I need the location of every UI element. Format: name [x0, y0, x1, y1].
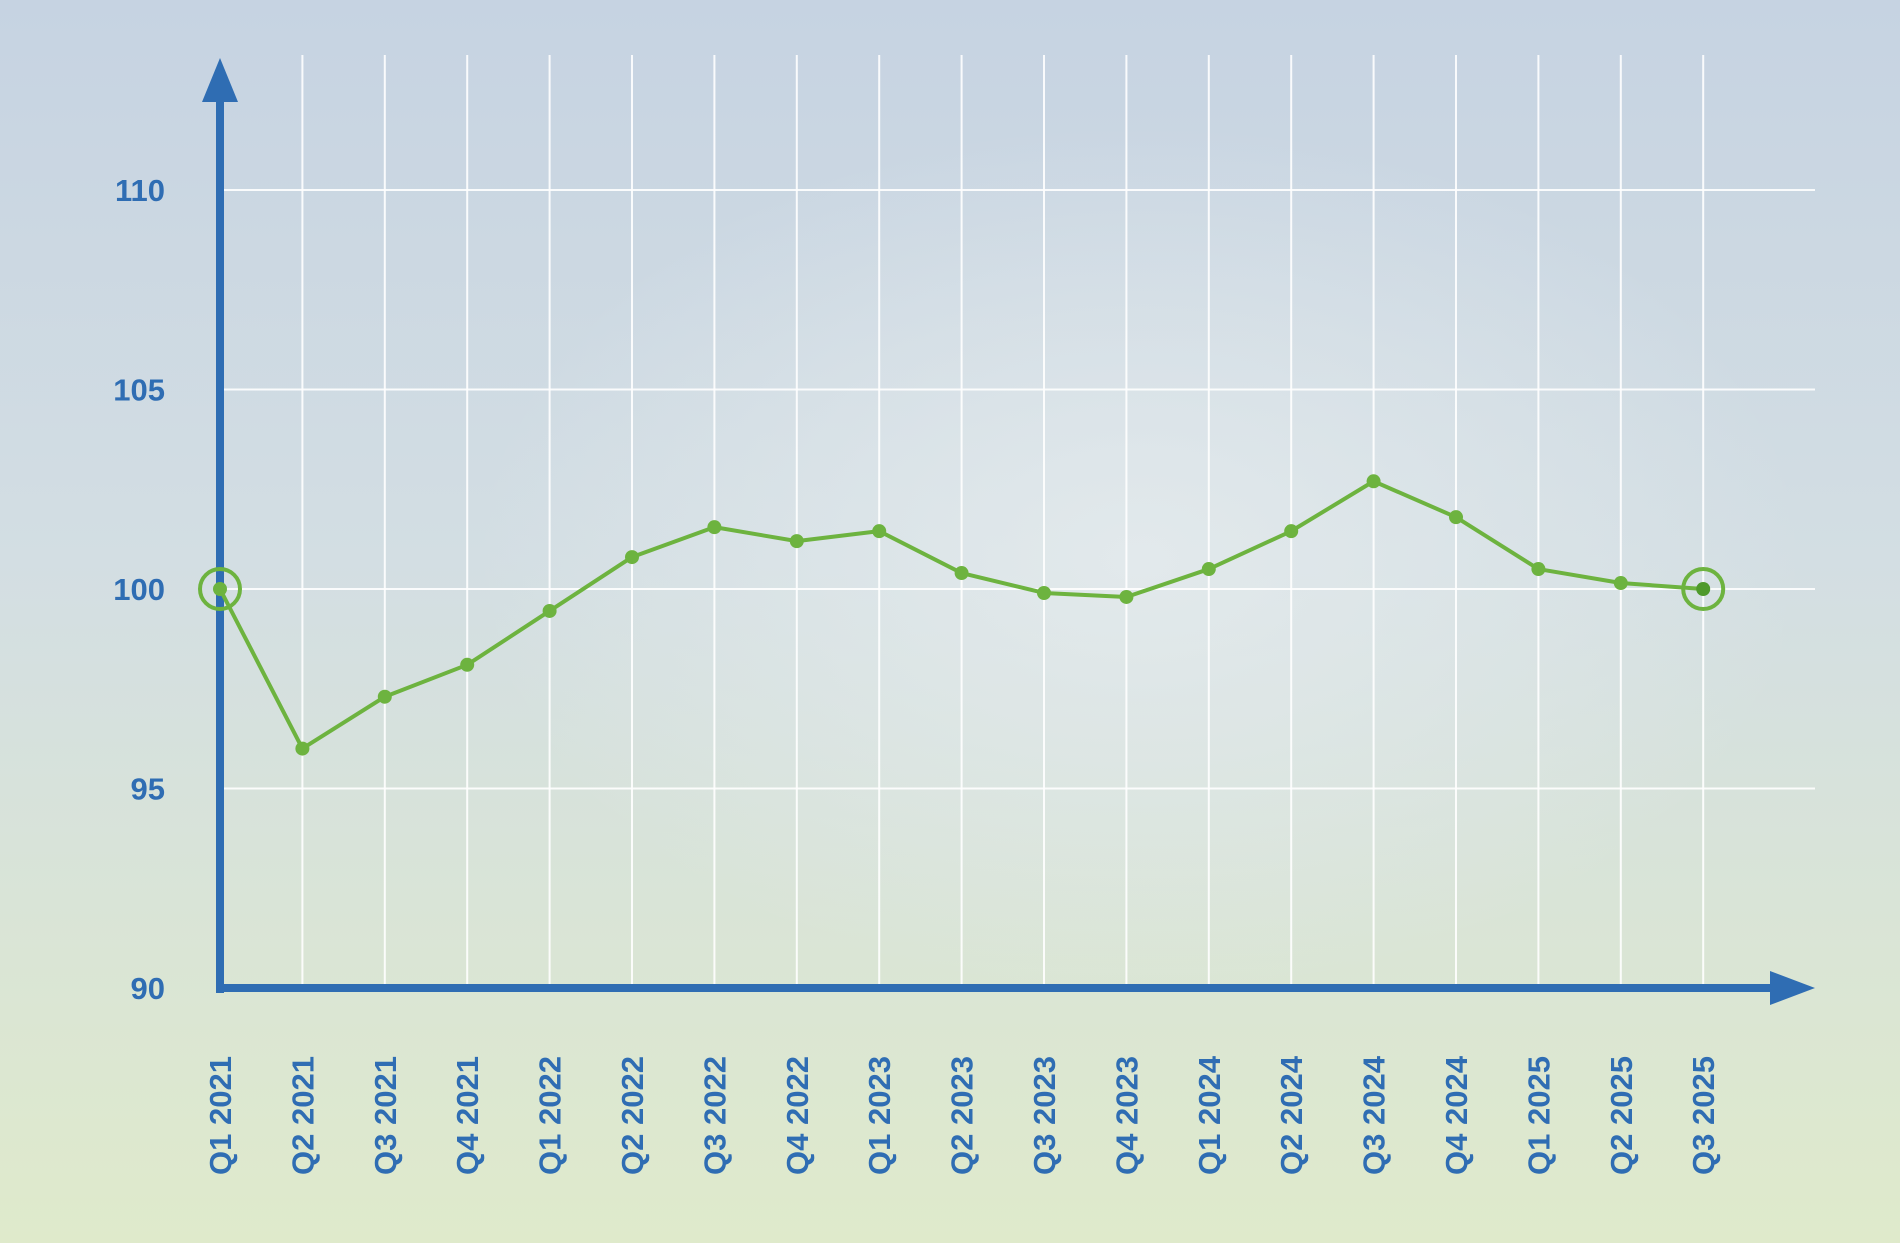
- x-tick-label: Q2 2023: [945, 1056, 980, 1175]
- axes: [202, 58, 1815, 1005]
- y-tick-label: 95: [131, 772, 165, 807]
- y-tick-label: 110: [115, 173, 165, 208]
- x-tick-label: Q3 2021: [368, 1056, 403, 1175]
- data-point: [1366, 474, 1381, 489]
- x-tick-label: Q3 2025: [1686, 1056, 1721, 1175]
- x-tick-label: Q2 2025: [1604, 1056, 1639, 1175]
- highlight-ring: [1681, 567, 1726, 611]
- data-point: [295, 741, 310, 756]
- x-tick-label: Q3 2023: [1027, 1056, 1062, 1175]
- x-tick-label: Q2 2024: [1274, 1055, 1309, 1175]
- x-tick-label: Q1 2022: [533, 1056, 568, 1175]
- x-tick-label: Q4 2023: [1109, 1056, 1144, 1175]
- x-tick-label: Q4 2021: [450, 1056, 485, 1175]
- data-point: [1531, 562, 1546, 577]
- y-tick-label: 105: [113, 373, 165, 408]
- x-tick-label: Q1 2025: [1521, 1056, 1556, 1175]
- data-point: [1696, 582, 1711, 596]
- x-tick-labels: Q1 2021 Q2 2021 Q3 2021 Q4 2021 Q1 2022 Q2 20…: [203, 1055, 1721, 1175]
- data-point: [789, 534, 804, 549]
- x-tick-label: Q1 2023: [862, 1056, 897, 1175]
- highlight-ring: [198, 567, 242, 611]
- y-tick-label: 100: [113, 572, 165, 607]
- x-tick-label: Q1 2024: [1192, 1055, 1227, 1175]
- data-point: [1449, 510, 1463, 525]
- y-tick-labels: 90 95 100 105 110: [113, 173, 165, 1006]
- x-tick-label: Q3 2022: [697, 1056, 732, 1175]
- grid: [220, 55, 1815, 988]
- x-axis-arrow: [1770, 971, 1815, 1005]
- data-point: [872, 524, 887, 539]
- x-tick-label: Q2 2021: [285, 1056, 320, 1175]
- data-point: [954, 566, 969, 581]
- y-axis-arrow: [202, 58, 238, 102]
- data-point: [1119, 589, 1134, 604]
- x-tick-label: Q4 2022: [780, 1056, 815, 1175]
- x-tick-label: Q3 2024: [1357, 1055, 1392, 1175]
- x-tick-label: Q1 2021: [203, 1056, 238, 1175]
- data-point: [213, 582, 227, 596]
- data-point: [460, 657, 475, 672]
- x-tick-label: Q4 2024: [1439, 1055, 1474, 1175]
- series-line: [198, 474, 1726, 756]
- data-point: [1037, 585, 1051, 600]
- x-tick-label: Q2 2022: [615, 1056, 650, 1175]
- data-point: [1613, 576, 1628, 591]
- data-point: [1284, 524, 1299, 539]
- data-point: [1201, 562, 1216, 577]
- data-point: [377, 689, 392, 704]
- data-point: [542, 603, 557, 618]
- data-point: [707, 520, 722, 535]
- data-point: [625, 550, 639, 565]
- y-tick-label: 90: [131, 971, 165, 1006]
